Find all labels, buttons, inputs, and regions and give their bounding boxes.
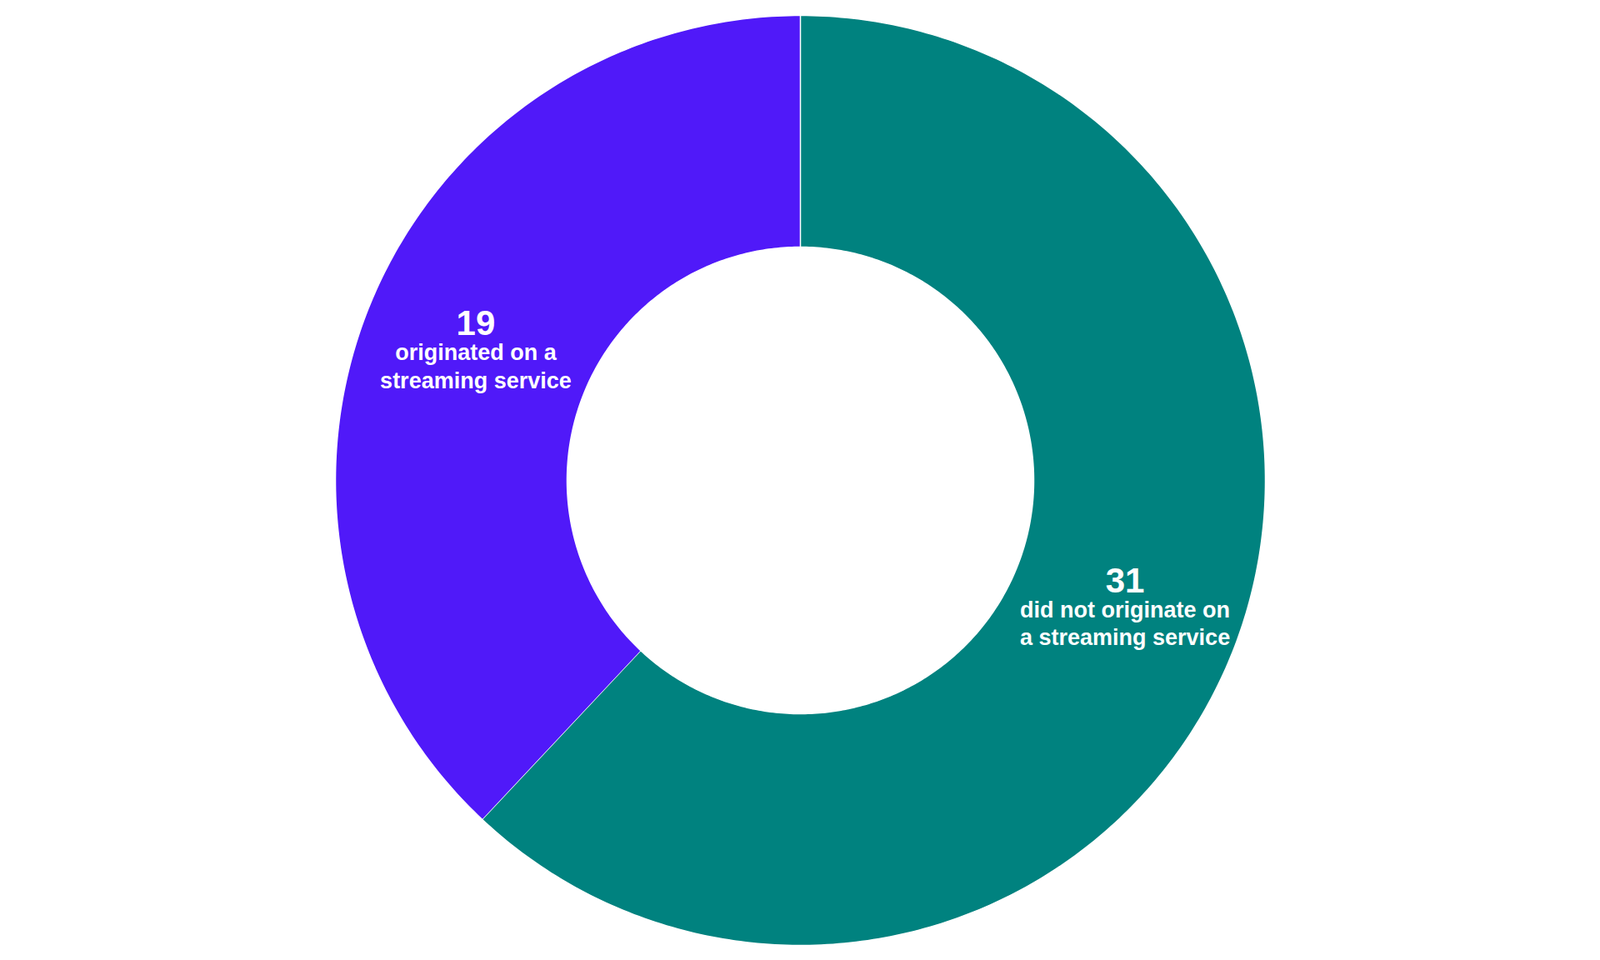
svg-text:originated on astreaming servi: originated on astreaming service bbox=[380, 340, 572, 394]
svg-text:31: 31 bbox=[1105, 560, 1145, 600]
svg-text:did not originate ona streamin: did not originate ona streaming service bbox=[1020, 597, 1230, 651]
svg-text:19: 19 bbox=[456, 303, 496, 343]
